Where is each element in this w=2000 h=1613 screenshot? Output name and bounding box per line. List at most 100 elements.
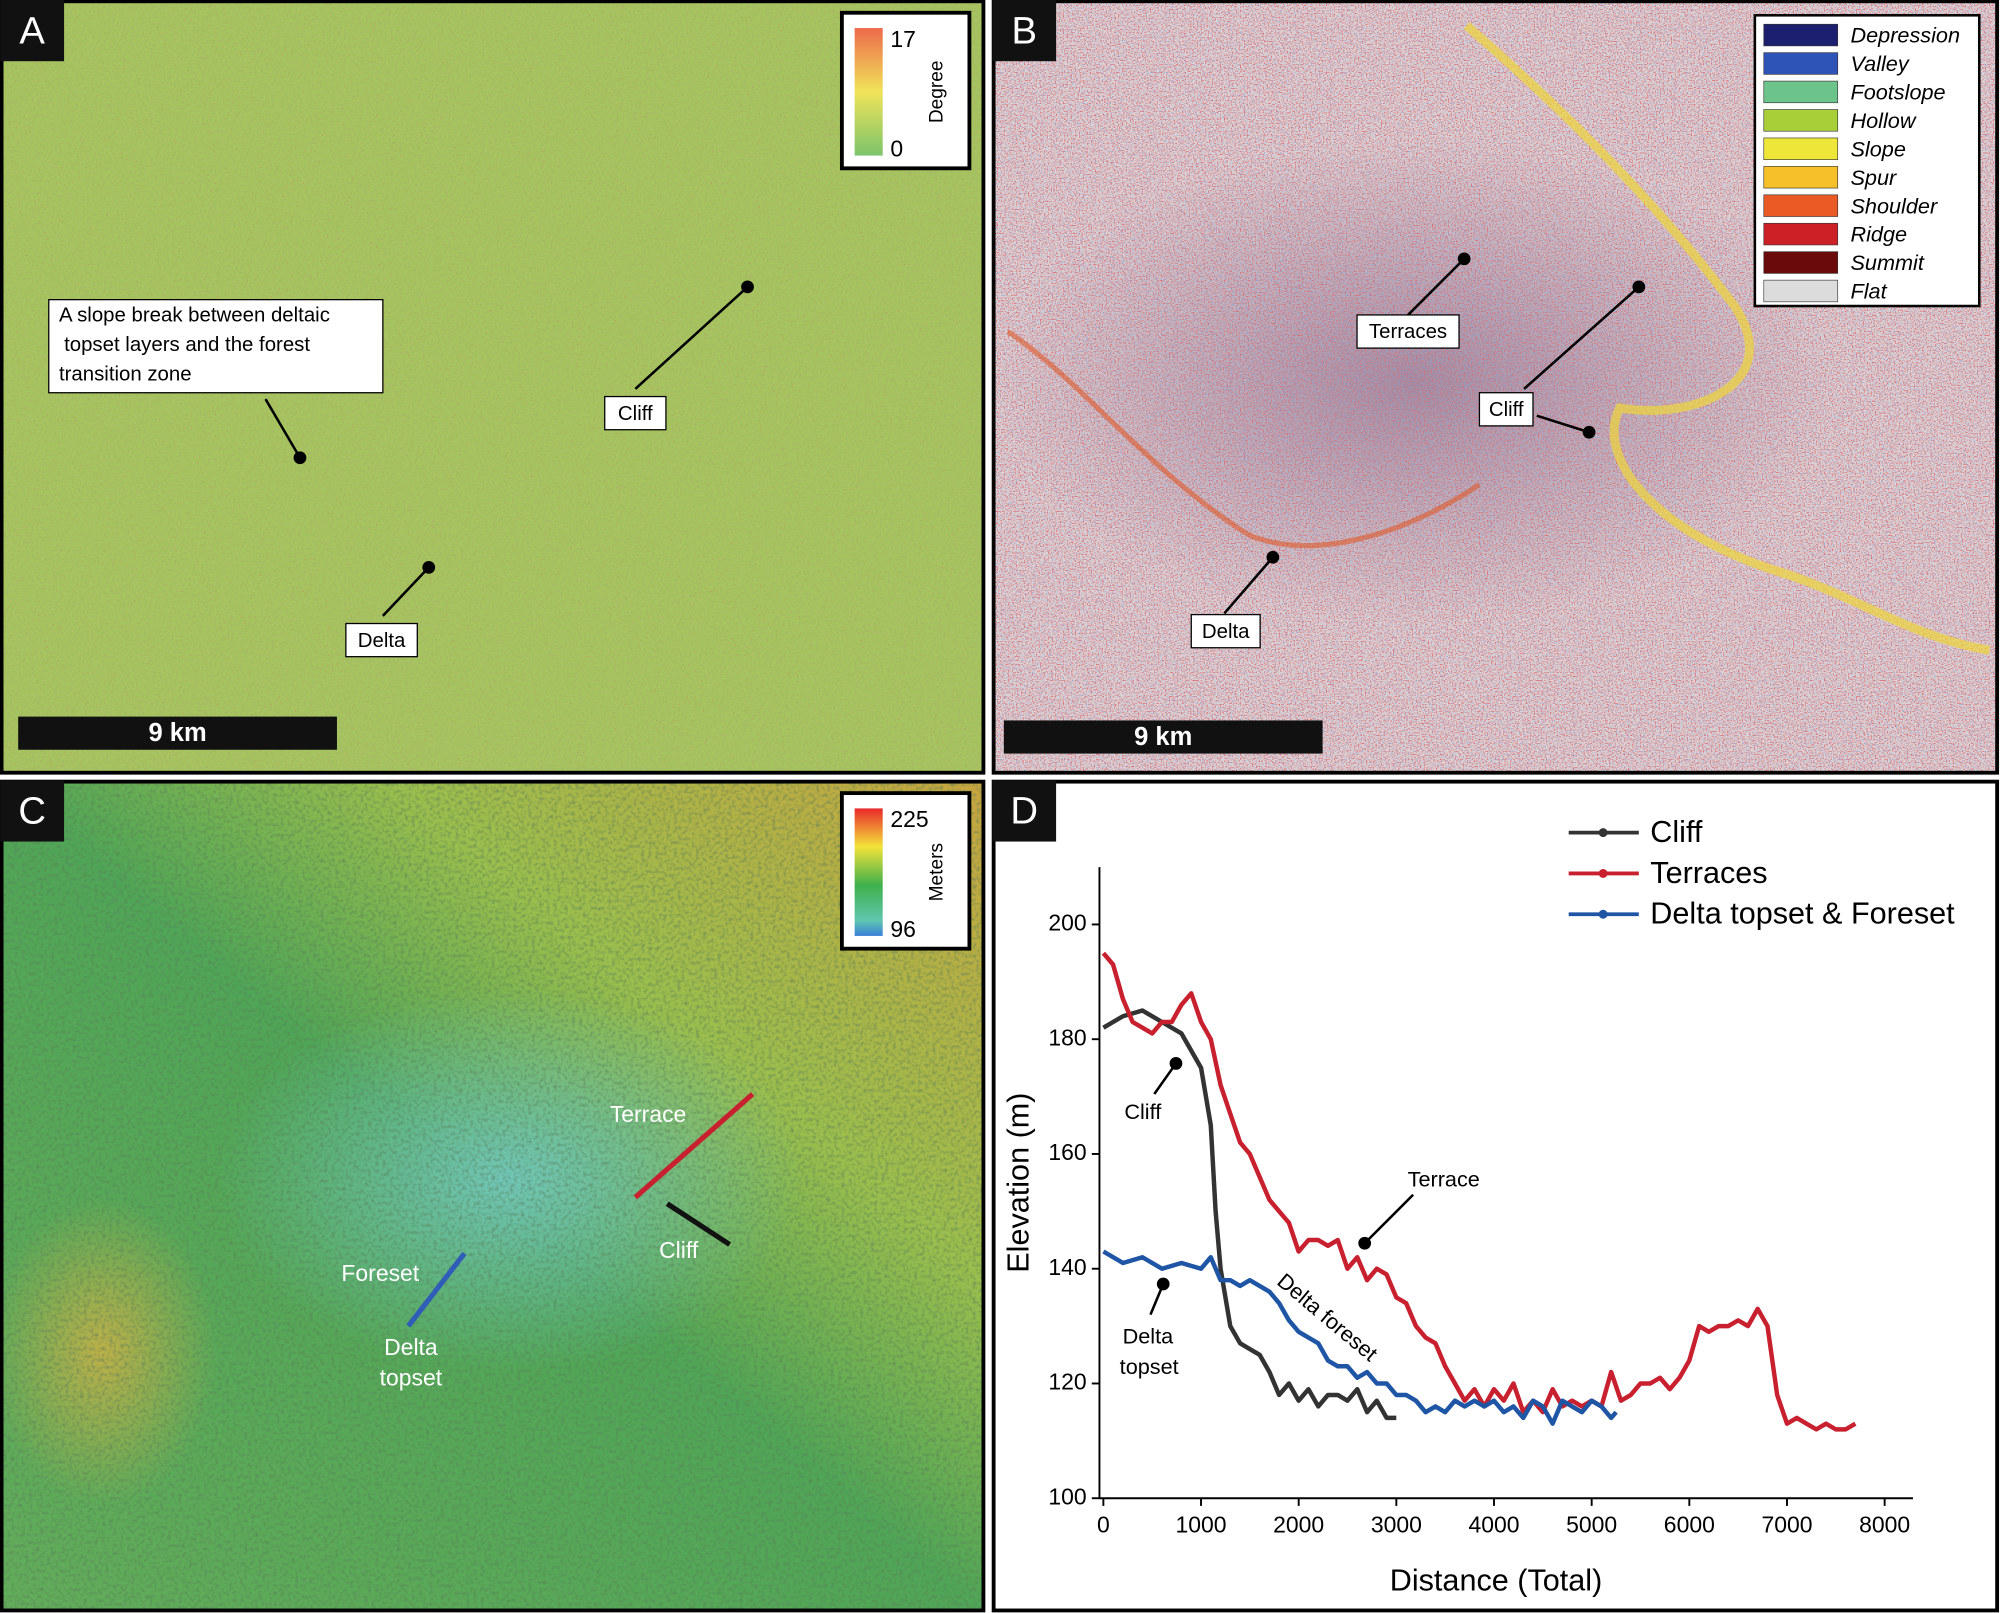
leader-line — [264, 398, 302, 459]
legend-swatch — [1763, 80, 1839, 104]
profile-line — [665, 1201, 732, 1247]
x-tick-label: 1000 — [1176, 1511, 1227, 1537]
panel-letter: C — [18, 790, 46, 833]
note-line: transition zone — [59, 363, 192, 385]
colorbar-max: 17 — [890, 26, 916, 52]
legend-label: Flat — [1850, 279, 1887, 304]
panel-d — [991, 779, 2000, 1613]
profile-line — [633, 1092, 755, 1200]
legend-label: Footslope — [1850, 80, 1945, 105]
label-box — [1356, 314, 1460, 349]
legend-marker — [1598, 909, 1608, 919]
panel-letter-box — [0, 0, 65, 62]
data-line — [1102, 1249, 1618, 1426]
x-tick-label: 6000 — [1664, 1511, 1715, 1537]
legend-marker — [1598, 828, 1608, 838]
data-line — [1101, 951, 1857, 1432]
y-tick-label: 120 — [1048, 1369, 1086, 1395]
colorbar — [854, 808, 883, 936]
map-b-ridge — [1006, 329, 1481, 549]
y-tick-label: 200 — [1048, 910, 1086, 936]
leader-dot — [1582, 425, 1596, 439]
leader-dot — [1358, 1236, 1372, 1250]
panel-frame — [0, 779, 986, 1613]
map-label: Delta — [384, 1334, 438, 1360]
map-label: Foreset — [341, 1260, 419, 1286]
y-tick-label: 180 — [1048, 1024, 1086, 1050]
y-tick-label: 140 — [1048, 1254, 1086, 1280]
map-label: Cliff — [618, 403, 653, 425]
leader-line — [1407, 257, 1466, 316]
legend-label: Spur — [1850, 165, 1897, 190]
leader-dot — [1156, 1277, 1170, 1291]
panel-letter: D — [1010, 790, 1038, 833]
legend-swatch — [1763, 166, 1839, 189]
leader-line — [634, 285, 749, 390]
scale-bar-label: 9 km — [148, 719, 206, 747]
scale-bar — [18, 716, 337, 750]
legend-label: Depression — [1850, 23, 1960, 48]
label-box — [1478, 392, 1534, 427]
legend-label: Slope — [1850, 136, 1905, 161]
y-tick-label: 160 — [1048, 1139, 1086, 1165]
leader-line — [381, 566, 430, 617]
map-label: Delta — [1202, 621, 1250, 643]
legend-label: Terraces — [1650, 856, 1767, 890]
leader-line — [1363, 1193, 1415, 1245]
leader-dot — [1632, 280, 1646, 294]
colorbar-min: 96 — [890, 916, 916, 942]
map-label: Terraces — [1369, 321, 1447, 343]
note-line: A slope break between deltaic — [59, 305, 330, 327]
legend-swatch — [1763, 137, 1839, 160]
legend-label: Valley — [1850, 51, 1909, 76]
legend-swatch — [1763, 23, 1839, 47]
panel-letter-box — [992, 780, 1057, 842]
x-tick-label: 5000 — [1566, 1511, 1617, 1537]
label-box — [1190, 613, 1261, 649]
map-b-ridge — [1463, 22, 1991, 655]
data-line — [1102, 1008, 1397, 1421]
x-tick-label: 8000 — [1859, 1511, 1910, 1537]
map-label: Delta — [358, 630, 406, 652]
leader-dot — [741, 280, 754, 294]
legend-label: Summit — [1850, 250, 1924, 275]
annotation: Cliff — [1124, 1099, 1162, 1124]
legend-swatch — [1763, 109, 1839, 132]
profile-line — [406, 1251, 467, 1328]
map-label: topset — [380, 1365, 443, 1391]
leader-dot — [1266, 550, 1280, 564]
legend-swatch — [1763, 52, 1839, 75]
x-tick-label: 3000 — [1371, 1511, 1422, 1537]
map-c-relief — [1, 781, 984, 1611]
legend-label: Ridge — [1850, 222, 1907, 247]
y-tick-label: 100 — [1048, 1483, 1086, 1509]
legend-swatch — [1763, 194, 1839, 217]
x-tick-label: 2000 — [1273, 1511, 1324, 1537]
leader-line — [1523, 285, 1640, 390]
colorbar — [854, 28, 883, 156]
panel-a — [0, 0, 986, 775]
panel-frame — [991, 0, 2000, 775]
leader-dot — [293, 451, 307, 465]
legend-swatch — [1763, 251, 1839, 274]
x-tick-label: 7000 — [1761, 1511, 1812, 1537]
colorbar-min: 0 — [890, 136, 903, 162]
legend-swatch — [1763, 279, 1839, 303]
panel-c — [0, 779, 986, 1613]
map-label: Cliff — [659, 1237, 699, 1263]
leader-line — [1223, 556, 1274, 615]
colorbar-title: Meters — [927, 843, 948, 901]
y-axis-title: Elevation (m) — [1001, 1093, 1035, 1273]
leader-dot — [1457, 252, 1471, 266]
panel-letter-box — [0, 780, 65, 842]
leader-dot — [1169, 1057, 1183, 1070]
annotation: Terrace — [1408, 1166, 1480, 1191]
legend-label: Shoulder — [1850, 193, 1937, 218]
panel-frame — [0, 0, 986, 775]
x-tick-label: 0 — [1097, 1511, 1110, 1537]
scale-bar — [1003, 720, 1323, 754]
note-line: topset layers and the forest — [64, 334, 310, 356]
legend-label: Hollow — [1850, 108, 1916, 133]
